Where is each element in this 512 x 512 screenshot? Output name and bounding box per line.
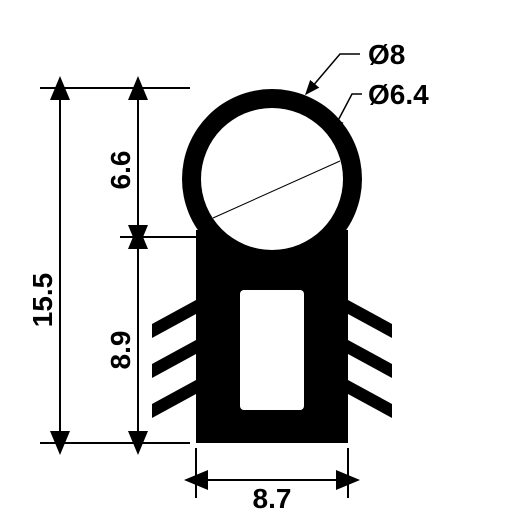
dim-diameter-outer-value: Ø8 xyxy=(368,39,405,70)
dim-overall-height-value: 15.5 xyxy=(27,273,58,328)
dim-lower-height-value: 8.9 xyxy=(105,331,136,370)
dim-upper-height: 6.6 xyxy=(105,88,138,237)
dim-overall-height: 15.5 xyxy=(27,88,60,443)
dim-width-value: 8.7 xyxy=(253,483,292,512)
dim-diameter-inner: Ø6.4 xyxy=(332,79,429,132)
dim-lower-height: 8.9 xyxy=(105,237,138,443)
dim-upper-height-value: 6.6 xyxy=(105,151,136,190)
dim-width: 8.7 xyxy=(196,480,348,512)
profile-shape xyxy=(152,89,392,443)
dim-diameter-inner-value: Ø6.4 xyxy=(368,79,429,110)
